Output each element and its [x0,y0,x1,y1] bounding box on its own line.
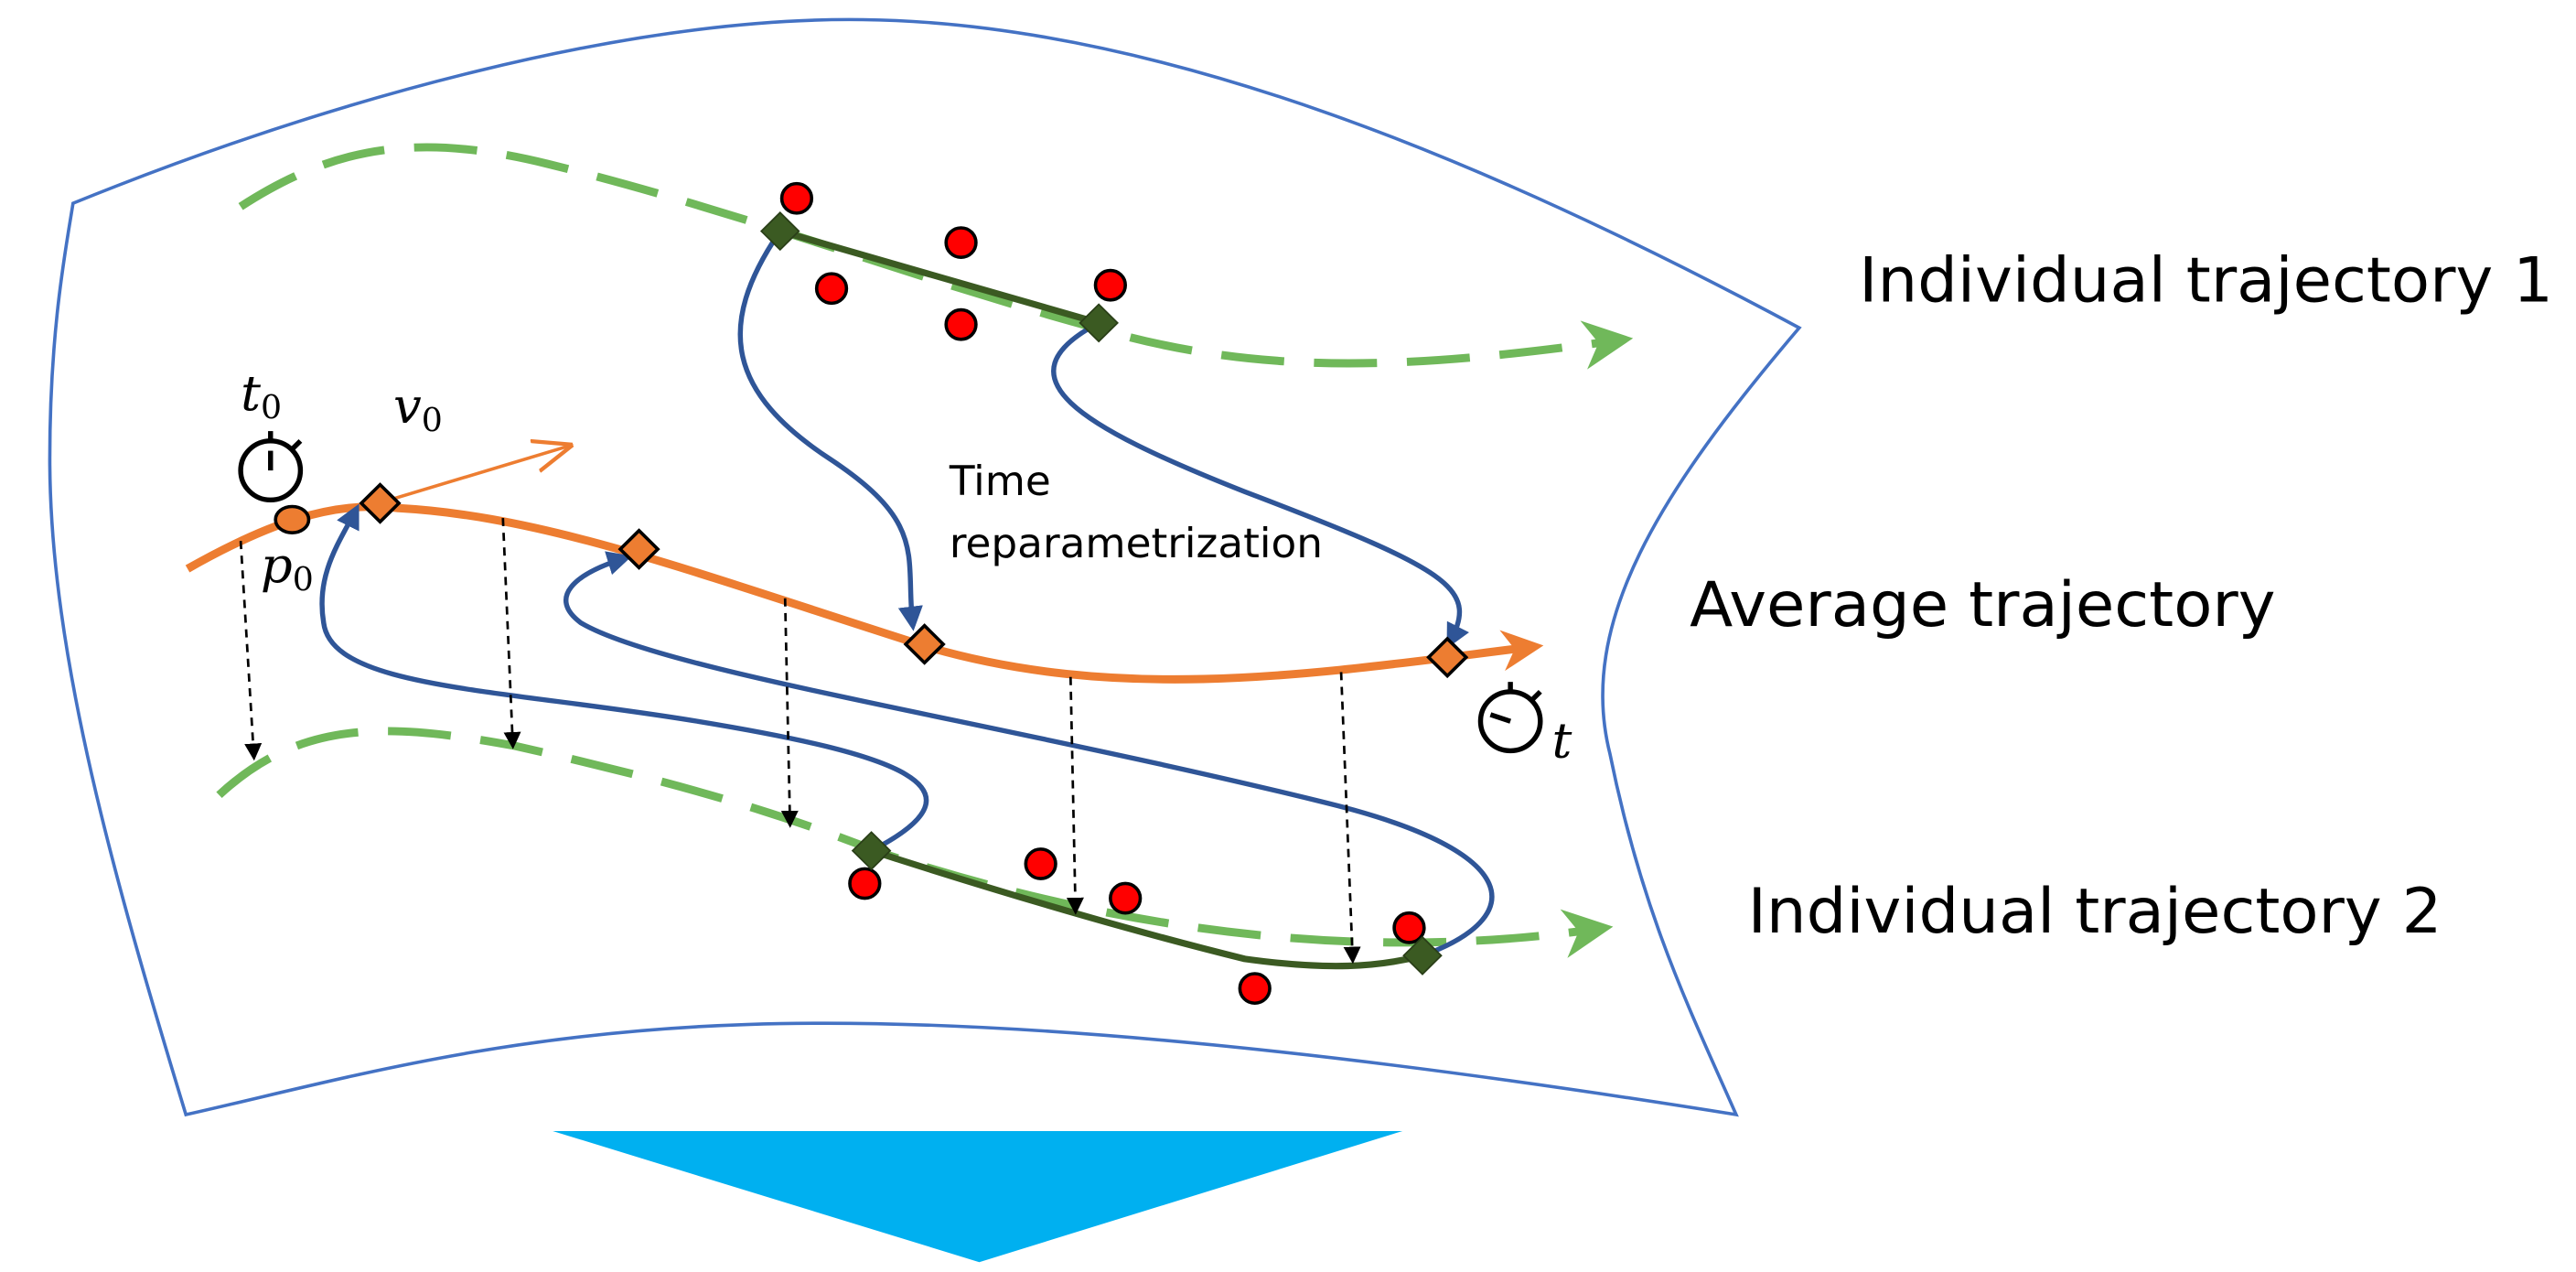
annotation: reparametrization [950,519,1323,567]
label: Average trajectory [1690,569,2275,641]
stopwatch [238,431,304,503]
down-arrow [553,1130,1403,1263]
manifold [48,17,1802,1117]
individual-points [759,211,1443,976]
trajectory-1 [238,143,1634,370]
observations [779,181,1426,1006]
label: Individual trajectory 1 [1859,244,2553,317]
velocity-arrow [378,446,570,505]
reparametrization-arrows [319,230,1495,958]
math-label: t [1551,712,1572,770]
math-label: p0 [261,536,314,598]
annotation: Time [949,457,1051,505]
projection-arrows [239,517,1361,965]
observed-segment [778,228,1100,327]
observed-segment [870,847,1423,970]
trajectory-2 [216,727,1614,958]
stopwatch [1477,682,1543,754]
math-label: v0 [393,377,443,439]
label: Individual trajectory 2 [1748,876,2442,948]
math-label: t0 [241,364,282,426]
average-points [274,482,1469,679]
average-trajectory [185,502,1544,684]
